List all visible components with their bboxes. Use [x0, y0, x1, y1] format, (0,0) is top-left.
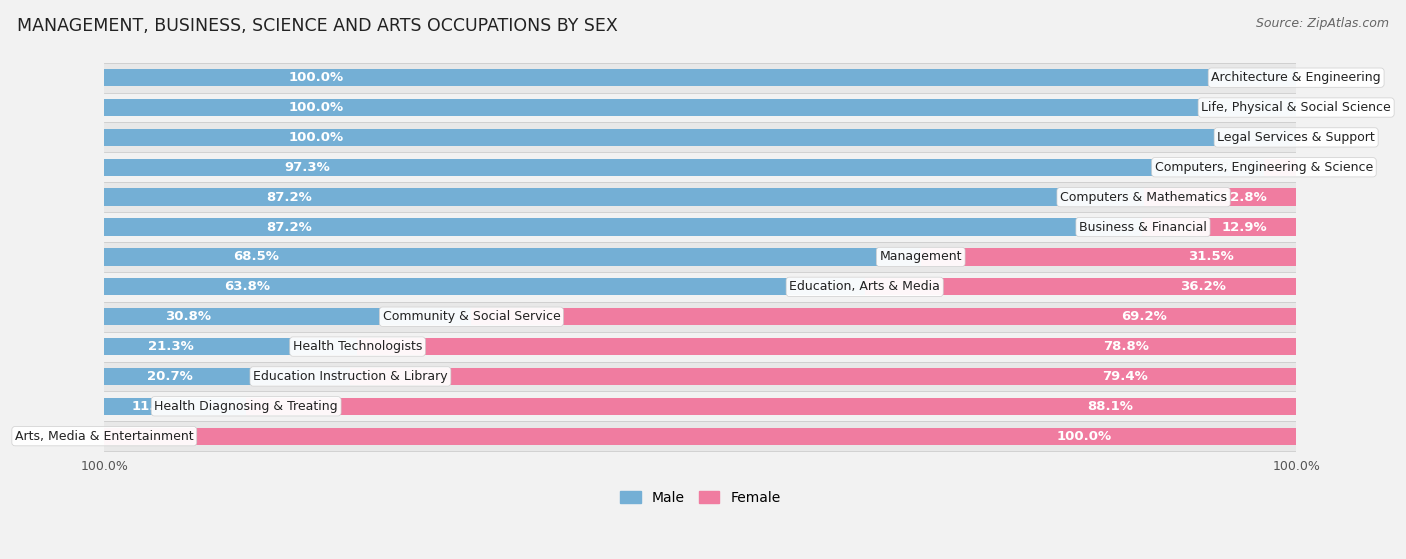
Legend: Male, Female: Male, Female: [614, 485, 786, 510]
Text: 100.0%: 100.0%: [290, 131, 344, 144]
Bar: [104, 428, 1296, 445]
Text: Community & Social Service: Community & Social Service: [382, 310, 560, 323]
Text: 12.9%: 12.9%: [1222, 221, 1267, 234]
Bar: [104, 69, 1296, 86]
Text: 30.8%: 30.8%: [166, 310, 211, 323]
Bar: [104, 391, 1296, 421]
Text: 87.2%: 87.2%: [266, 221, 312, 234]
Bar: [104, 182, 1296, 212]
Text: Health Diagnosing & Treating: Health Diagnosing & Treating: [155, 400, 337, 413]
Bar: [104, 397, 246, 415]
Text: Management: Management: [880, 250, 962, 263]
Text: 79.4%: 79.4%: [1102, 370, 1149, 383]
Bar: [104, 212, 1296, 242]
Bar: [104, 308, 471, 325]
Text: 36.2%: 36.2%: [1180, 280, 1226, 293]
Bar: [104, 272, 1296, 302]
Bar: [246, 397, 1296, 415]
Text: 11.9%: 11.9%: [132, 400, 177, 413]
Bar: [104, 368, 352, 385]
Bar: [104, 219, 1143, 236]
Text: Business & Financial: Business & Financial: [1078, 221, 1206, 234]
Text: Computers, Engineering & Science: Computers, Engineering & Science: [1154, 161, 1374, 174]
Text: Computers & Mathematics: Computers & Mathematics: [1060, 191, 1227, 203]
Text: Legal Services & Support: Legal Services & Support: [1218, 131, 1375, 144]
Bar: [104, 153, 1296, 182]
Text: 87.2%: 87.2%: [266, 191, 312, 203]
Text: 78.8%: 78.8%: [1104, 340, 1149, 353]
Bar: [104, 159, 1264, 176]
Bar: [104, 331, 1296, 362]
Text: 63.8%: 63.8%: [225, 280, 270, 293]
Text: 68.5%: 68.5%: [233, 250, 278, 263]
Bar: [471, 308, 1296, 325]
Text: 100.0%: 100.0%: [1056, 430, 1111, 443]
Bar: [1143, 219, 1296, 236]
Text: Life, Physical & Social Science: Life, Physical & Social Science: [1201, 101, 1391, 114]
Text: MANAGEMENT, BUSINESS, SCIENCE AND ARTS OCCUPATIONS BY SEX: MANAGEMENT, BUSINESS, SCIENCE AND ARTS O…: [17, 17, 617, 35]
Bar: [921, 248, 1296, 266]
Bar: [104, 63, 1296, 93]
Bar: [1143, 188, 1296, 206]
Text: Education, Arts & Media: Education, Arts & Media: [789, 280, 941, 293]
Text: Health Technologists: Health Technologists: [292, 340, 422, 353]
Bar: [357, 338, 1296, 355]
Text: 21.3%: 21.3%: [149, 340, 194, 353]
Text: 97.3%: 97.3%: [284, 161, 330, 174]
Bar: [1264, 159, 1296, 176]
Bar: [104, 188, 1143, 206]
Text: Architecture & Engineering: Architecture & Engineering: [1212, 71, 1381, 84]
Bar: [104, 278, 865, 296]
Bar: [104, 338, 359, 355]
Bar: [104, 99, 1296, 116]
Text: 88.1%: 88.1%: [1087, 400, 1133, 413]
Text: 20.7%: 20.7%: [148, 370, 193, 383]
Bar: [104, 248, 921, 266]
Bar: [104, 362, 1296, 391]
Text: 12.8%: 12.8%: [1222, 191, 1267, 203]
Text: Education Instruction & Library: Education Instruction & Library: [253, 370, 447, 383]
Text: Arts, Media & Entertainment: Arts, Media & Entertainment: [15, 430, 194, 443]
Text: 100.0%: 100.0%: [290, 101, 344, 114]
Text: 100.0%: 100.0%: [290, 71, 344, 84]
Bar: [104, 129, 1296, 146]
Bar: [104, 302, 1296, 331]
Text: 2.7%: 2.7%: [1220, 161, 1254, 174]
Text: Source: ZipAtlas.com: Source: ZipAtlas.com: [1256, 17, 1389, 30]
Bar: [104, 242, 1296, 272]
Bar: [350, 368, 1296, 385]
Bar: [865, 278, 1296, 296]
Bar: [104, 93, 1296, 122]
Bar: [104, 122, 1296, 153]
Bar: [104, 421, 1296, 451]
Text: 69.2%: 69.2%: [1121, 310, 1167, 323]
Text: 31.5%: 31.5%: [1188, 250, 1234, 263]
